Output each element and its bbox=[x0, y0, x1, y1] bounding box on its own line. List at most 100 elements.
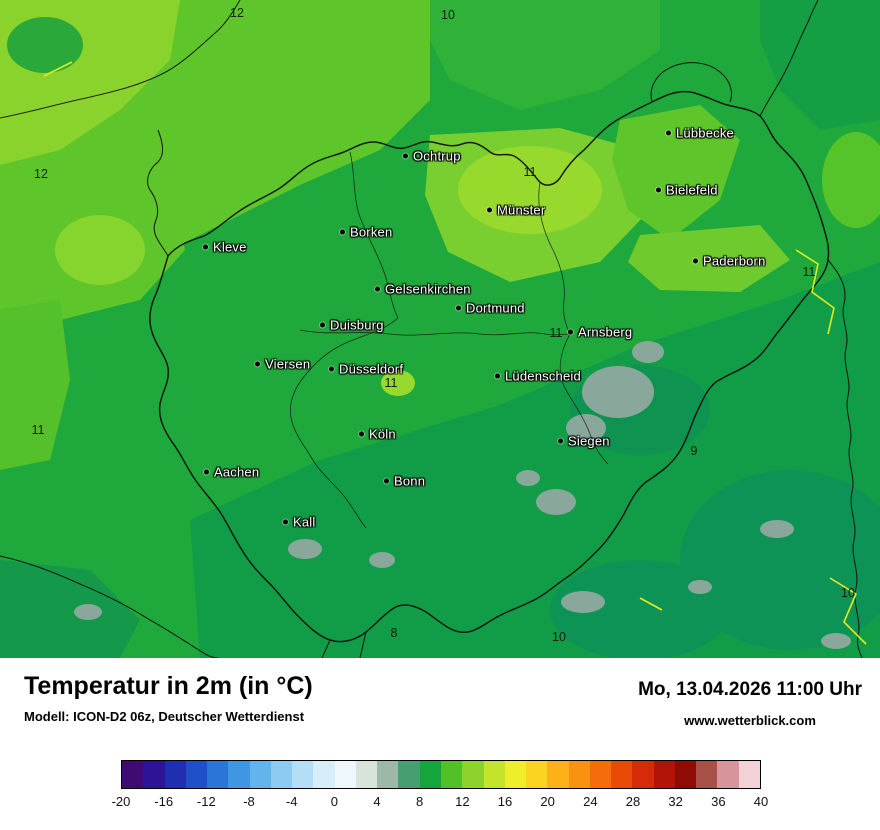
city-marker: Düsseldorf bbox=[329, 362, 403, 377]
colorbar-cell bbox=[228, 761, 250, 788]
colorbar-tick-label: 40 bbox=[753, 794, 769, 809]
temp-zone-spot bbox=[7, 17, 83, 73]
temp-value-label: 10 bbox=[552, 630, 566, 644]
colorbar-cell bbox=[674, 761, 697, 788]
temp-value-label: 12 bbox=[230, 6, 244, 20]
city-dot-icon bbox=[693, 258, 698, 264]
colorbar-cell bbox=[207, 761, 229, 788]
city-dot-icon bbox=[656, 187, 661, 193]
caption-bar: Temperatur in 2m (in °C) Modell: ICON-D2… bbox=[0, 658, 880, 748]
city-label: Düsseldorf bbox=[339, 361, 404, 377]
map-title: Temperatur in 2m (in °C) bbox=[24, 672, 313, 700]
city-label: Aachen bbox=[214, 464, 260, 480]
city-dot-icon bbox=[359, 431, 364, 437]
colorbar-tick-label: -8 bbox=[243, 794, 255, 809]
city-label: Bielefeld bbox=[666, 182, 718, 198]
temp-value-label: 10 bbox=[841, 586, 855, 600]
temp-value-label: 11 bbox=[802, 265, 816, 279]
map-area: 12 10 12 11 11 11 11 11 9 8 10 10 Ochtrup Lübbecke Mü… bbox=[0, 0, 880, 658]
city-dot-icon bbox=[320, 322, 325, 328]
city-marker: Gelsenkirchen bbox=[375, 282, 471, 297]
city-dot-icon bbox=[403, 153, 408, 159]
colorbar-cell bbox=[164, 761, 186, 788]
colorbar-cell bbox=[632, 761, 654, 788]
colorbar-cell bbox=[568, 761, 590, 788]
city-label: Borken bbox=[350, 224, 393, 240]
colorbar-tick-label: 32 bbox=[668, 794, 683, 809]
colorbar-cell bbox=[185, 761, 208, 788]
colorbar-tick-label: 36 bbox=[711, 794, 726, 809]
city-label: Paderborn bbox=[703, 253, 766, 269]
colorbar-cell bbox=[249, 761, 271, 788]
colorbar-ticks: -20 -16 -12 -8 -4 0 4 8 12 16 20 24 28 32 36 40 bbox=[112, 794, 769, 814]
temp-value-label: 11 bbox=[31, 423, 45, 437]
city-dot-icon bbox=[568, 329, 573, 335]
temp-zone-sw bbox=[0, 560, 140, 658]
city-marker: Siegen bbox=[558, 434, 610, 449]
colorbar-cell bbox=[398, 761, 420, 788]
city-marker: Kleve bbox=[203, 240, 247, 255]
model-info: Modell: ICON-D2 06z, Deutscher Wetterdie… bbox=[24, 709, 305, 724]
colorbar-cell bbox=[143, 761, 165, 788]
colorbar-tick-label: 16 bbox=[497, 794, 513, 809]
colorbar-cell bbox=[334, 761, 356, 788]
temp-value-label: 9 bbox=[690, 444, 698, 458]
temp-zone-duesseldorf-warm bbox=[381, 370, 415, 396]
temp-zone-top-center bbox=[430, 0, 660, 110]
city-label: Kleve bbox=[213, 239, 247, 255]
city-dot-icon bbox=[203, 244, 208, 250]
city-dot-icon bbox=[283, 519, 288, 525]
temp-value-label: 12 bbox=[34, 167, 48, 181]
colorbar-cell bbox=[547, 761, 569, 788]
city-layer: Ochtrup Lübbecke Münster Bielefeld Borken Kle… bbox=[203, 126, 766, 530]
city-marker: Dortmund bbox=[456, 301, 525, 316]
city-marker: Arnsberg bbox=[568, 325, 632, 340]
colorbar-cell bbox=[696, 761, 718, 788]
city-dot-icon bbox=[487, 207, 492, 213]
caption-right: Mo, 13.04.2026 11:00 Uhr www.wetterblick… bbox=[638, 672, 862, 728]
temp-zone-ne bbox=[760, 0, 880, 130]
temp-zone-gray-patches bbox=[74, 341, 851, 649]
city-label: Lübbecke bbox=[676, 125, 734, 141]
colorbar-cell bbox=[717, 761, 739, 788]
temp-value-label: 11 bbox=[549, 326, 563, 340]
city-marker: Aachen bbox=[204, 465, 259, 480]
temp-value-label: 11 bbox=[384, 376, 398, 390]
city-dot-icon bbox=[558, 438, 563, 444]
colorbar-cell bbox=[440, 761, 463, 788]
colorbar-cell bbox=[483, 761, 505, 788]
colorbar-cell bbox=[653, 761, 675, 788]
temp-label-layer: 12 10 12 11 11 11 11 11 9 8 10 10 bbox=[31, 6, 855, 644]
district-borders bbox=[290, 151, 609, 529]
colorbar bbox=[121, 760, 761, 789]
city-label: Kall bbox=[293, 514, 316, 530]
city-marker: Paderborn bbox=[693, 254, 766, 269]
temperature-field-svg bbox=[0, 0, 880, 658]
caption-left: Temperatur in 2m (in °C) Modell: ICON-D2… bbox=[24, 672, 313, 724]
city-dot-icon bbox=[329, 366, 334, 372]
temp-value-label: 11 bbox=[523, 165, 537, 179]
temp-value-label: 8 bbox=[390, 626, 398, 640]
temp-zone-s-cool bbox=[550, 560, 730, 658]
temp-value-label: 10 bbox=[441, 8, 455, 22]
colorbar-tick-label: -16 bbox=[154, 794, 174, 809]
colorbar-cell bbox=[504, 761, 527, 788]
city-marker: Ochtrup bbox=[403, 149, 461, 164]
website-label: www.wetterblick.com bbox=[684, 713, 816, 728]
city-marker: Lübbecke bbox=[666, 126, 734, 141]
colorbar-cell bbox=[292, 761, 314, 788]
temp-zone-west-strip bbox=[0, 300, 70, 470]
yellow-boundary-lines bbox=[43, 61, 867, 645]
city-dot-icon bbox=[384, 478, 389, 484]
city-marker: Duisburg bbox=[320, 318, 384, 333]
colorbar-tick-label: 8 bbox=[416, 794, 424, 809]
colorbar-cell bbox=[377, 761, 399, 788]
colorbar-cell bbox=[122, 761, 144, 788]
colorbar-tick-label: 28 bbox=[625, 794, 641, 809]
city-label: Ochtrup bbox=[413, 148, 461, 164]
colorbar-tick-label: 20 bbox=[540, 794, 555, 809]
valid-datetime: Mo, 13.04.2026 11:00 Uhr bbox=[638, 679, 862, 700]
colorbar-tick-label: 0 bbox=[330, 794, 338, 809]
state-border-nrw bbox=[149, 90, 830, 643]
